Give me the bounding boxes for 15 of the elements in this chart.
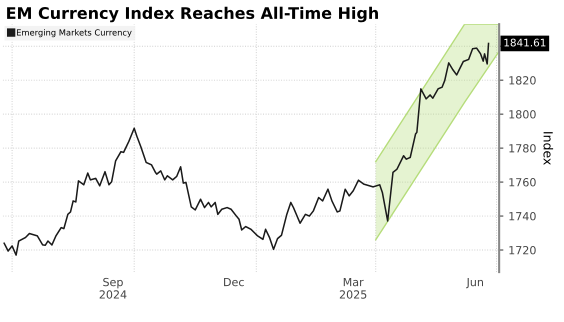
- x-tick-label: Sep 2024: [100, 278, 126, 299]
- x-tick-label: Jun: [466, 278, 483, 288]
- y-tick-label: 1800: [509, 110, 536, 119]
- x-tick-label: Dec: [224, 278, 244, 286]
- x-tick-label: Mar 2025: [340, 278, 366, 299]
- legend-label: Emerging Markets Currency: [16, 29, 132, 38]
- y-tick-label: 1740: [509, 212, 536, 220]
- annotation: 1841.61: [504, 38, 546, 47]
- y-tick-label: 1820: [509, 76, 536, 85]
- line-series: [3, 42, 490, 256]
- y-axis-title: Index: [543, 132, 554, 165]
- y-tick-label: 1760: [509, 178, 536, 186]
- y-tick-label: 1720: [509, 246, 536, 254]
- chart-title: EM Currency Index Reaches All-Time High: [7, 6, 378, 22]
- y-tick-label: 1780: [509, 144, 536, 152]
